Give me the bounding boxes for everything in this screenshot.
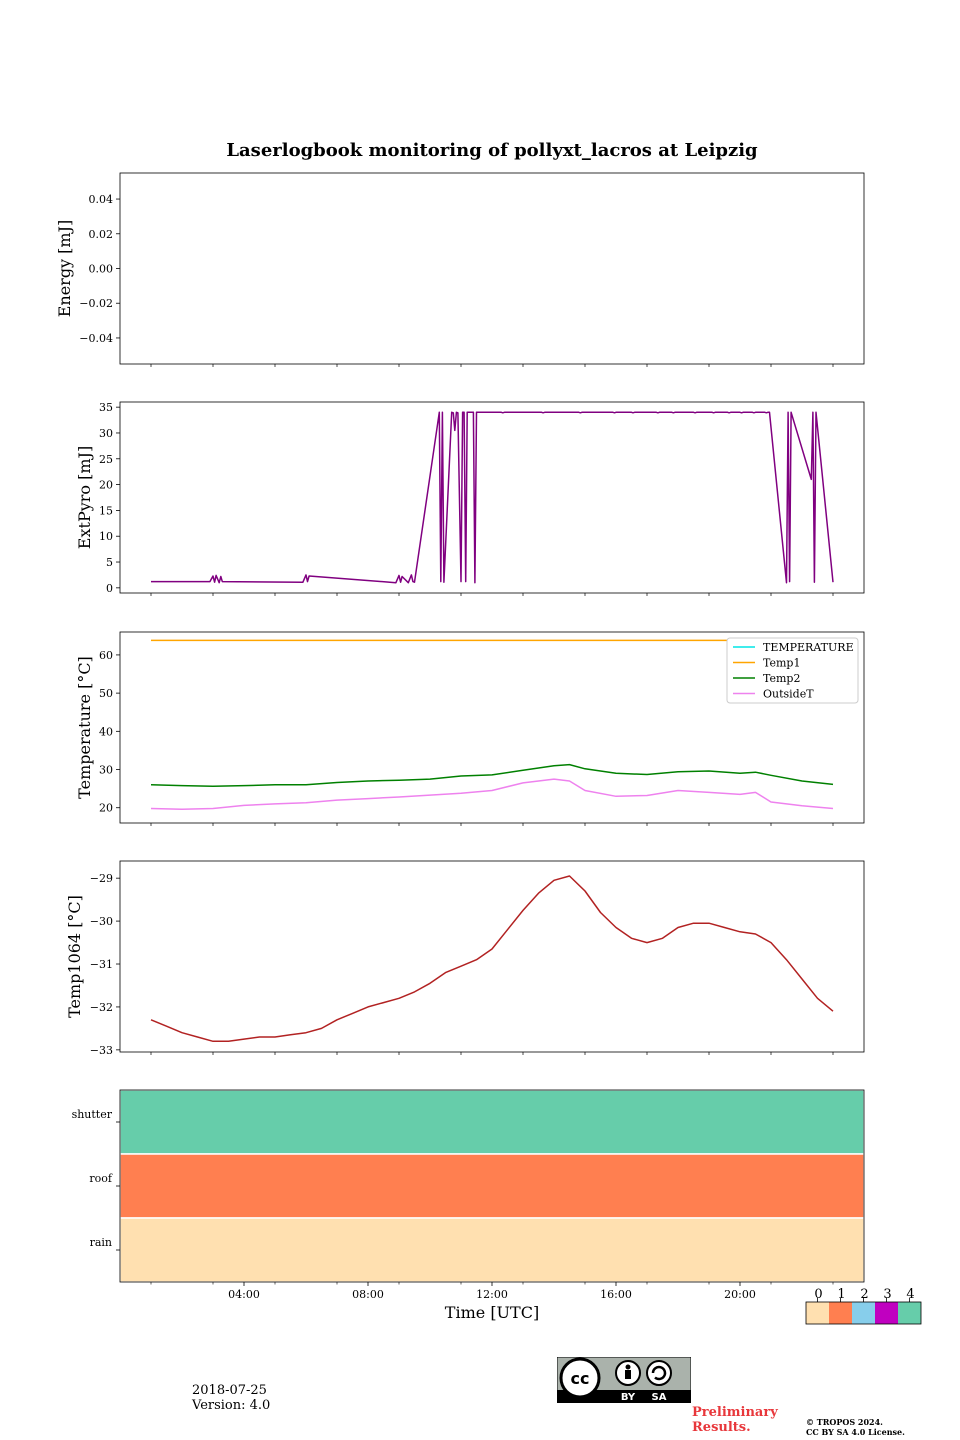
y-tick-label: 0.00	[89, 263, 114, 276]
legend-label-temperature: TEMPERATURE	[763, 641, 854, 654]
status-ytick-label-shutter: shutter	[72, 1108, 113, 1121]
plot-area	[120, 402, 864, 593]
y-tick-label: 60	[99, 649, 113, 662]
y-tick-label: 5	[106, 556, 113, 569]
status-ytick-label-roof: roof	[89, 1172, 113, 1185]
colorbar-tick-label: 2	[860, 1287, 868, 1302]
y-axis-label: Temp1064 [°C]	[65, 895, 84, 1018]
x-tick-label: 16:00	[600, 1288, 632, 1301]
series-line-outsidet	[150, 778, 834, 810]
cc-by-label: BY	[621, 1392, 636, 1403]
date-version-block: 2018-07-25 Version: 4.0	[192, 1383, 270, 1413]
copyright-line-2: CC BY SA 4.0 License.	[806, 1427, 905, 1437]
copyright-line-1: © TROPOS 2024.	[806, 1417, 883, 1427]
x-tick-label: 08:00	[352, 1288, 384, 1301]
legend-label-temp2: Temp2	[763, 672, 800, 685]
plot-area	[120, 173, 864, 364]
colorbar-cell-4	[898, 1302, 921, 1324]
status-band-roof	[119, 1153, 865, 1219]
legend-frame	[726, 637, 859, 704]
y-tick-label: 15	[99, 504, 113, 517]
chart-panel-5: shutter roof rain 04:00 08:00 12:00 16:00 20:00…	[72, 1089, 922, 1325]
axes-frame	[119, 631, 865, 824]
colorbar-cell-3	[875, 1302, 898, 1324]
y-tick-label: 0	[106, 582, 113, 595]
colorbar-tick-label: 3	[883, 1287, 891, 1302]
y-axis-label: Energy [mJ]	[55, 220, 74, 318]
colorbar-cell-0	[806, 1302, 829, 1324]
colorbar-tick-label: 4	[906, 1287, 914, 1302]
y-tick-label: 30	[99, 764, 113, 777]
y-axis-label: ExtPyro [mJ]	[75, 446, 94, 549]
date-label: 2018-07-25	[192, 1383, 267, 1398]
preliminary-line-1: Preliminary	[692, 1405, 778, 1420]
y-tick-label: 10	[99, 530, 113, 543]
x-tick-label: 04:00	[228, 1288, 260, 1301]
x-axis-label: Time [UTC]	[445, 1303, 539, 1322]
y-tick-label: −0.02	[79, 297, 113, 310]
colorbar-tick-label: 1	[837, 1287, 845, 1302]
x-tick-label: 20:00	[724, 1288, 756, 1301]
y-tick-label: 25	[99, 453, 113, 466]
preliminary-line-2: Results.	[692, 1420, 751, 1435]
y-tick-label: 50	[99, 687, 113, 700]
y-tick-label: 20	[99, 479, 113, 492]
chart-panel-3: 60 50 40 30 20 Temperature [°C] TEMPERATURE Tem…	[75, 631, 865, 826]
y-tick-label: −33	[90, 1044, 113, 1057]
preliminary-results-note: Preliminary Results.	[692, 1405, 778, 1435]
y-tick-label: −0.04	[79, 332, 113, 345]
legend-label-outsidet: OutsideT	[763, 688, 814, 701]
y-tick-label: −32	[90, 1001, 113, 1014]
y-tick-label: 35	[99, 401, 113, 414]
series-line-temp2	[150, 763, 834, 788]
y-tick-label: −29	[90, 872, 113, 885]
y-axis-label: Temperature [°C]	[75, 656, 94, 799]
figure-title: Laserlogbook monitoring of pollyxt_lacro…	[226, 140, 758, 161]
copyright-note: © TROPOS 2024. CC BY SA 4.0 License.	[806, 1417, 905, 1437]
legend-label-temp1: Temp1	[763, 657, 800, 670]
y-tick-label: 0.04	[89, 193, 114, 206]
svg-text:cc: cc	[571, 1369, 590, 1388]
y-tick-label: 40	[99, 725, 113, 738]
colorbar-cell-2	[852, 1302, 875, 1324]
axes-frame	[119, 860, 865, 1053]
y-tick-label: −30	[90, 915, 113, 928]
status-ytick-label-rain: rain	[90, 1236, 112, 1249]
colorbar-cell-1	[829, 1302, 852, 1324]
version-label: Version: 4.0	[192, 1398, 271, 1413]
legend: TEMPERATURE Temp1 Temp2 OutsideT	[726, 637, 859, 704]
status-band-rain	[119, 1217, 865, 1283]
colorbar-tick-label: 0	[814, 1287, 822, 1302]
cc-sa-label: SA	[652, 1392, 667, 1403]
y-tick-label: 20	[99, 802, 113, 815]
y-tick-label: 0.02	[89, 228, 114, 241]
y-tick-label: −31	[90, 958, 113, 971]
series-line-data	[151, 411, 834, 584]
axes-frame	[119, 401, 865, 594]
chart-panel-4: −29 −30 −31 −32 −33 Temp1064 [°C]	[65, 860, 865, 1057]
plot-area	[120, 861, 864, 1052]
cc-by-sa-badge: cc BY SA	[556, 1356, 692, 1404]
status-band-shutter	[119, 1089, 865, 1155]
chart-panel-2: 35 30 25 20 15 10 5 0 ExtPyro [mJ]	[75, 401, 865, 596]
chart-panel-1: 0.04 0.02 0.00 −0.02 −0.04 Energy [mJ]	[55, 172, 865, 367]
series-line-data	[150, 875, 834, 1043]
x-tick-label: 12:00	[476, 1288, 508, 1301]
colorbar-frame	[805, 1301, 922, 1325]
y-tick-label: 30	[99, 427, 113, 440]
